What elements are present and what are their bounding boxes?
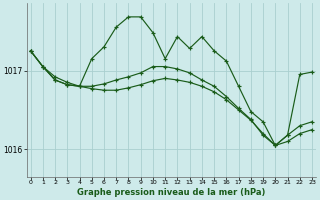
X-axis label: Graphe pression niveau de la mer (hPa): Graphe pression niveau de la mer (hPa) xyxy=(77,188,266,197)
